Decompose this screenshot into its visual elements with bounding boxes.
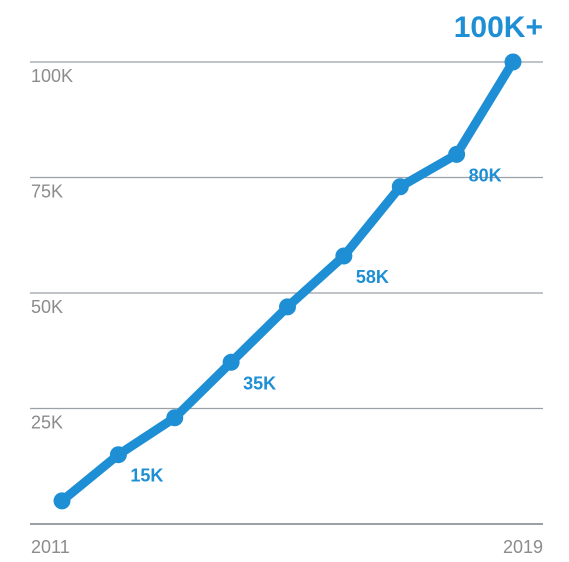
- x-tick-label: 2011: [31, 537, 70, 557]
- data-point: [279, 298, 296, 316]
- y-tick-label: 75K: [31, 182, 63, 202]
- y-tick-label: 25K: [31, 413, 63, 433]
- series-line: [57, 57, 518, 506]
- data-point: [53, 492, 71, 510]
- x-tick-label: 2019: [503, 537, 543, 557]
- data-point: [166, 409, 184, 427]
- data-label: 35K: [243, 373, 276, 393]
- data-label: 15K: [130, 466, 163, 486]
- data-point: [335, 247, 353, 265]
- data-point: [222, 353, 240, 371]
- y-tick-label: 50K: [31, 297, 63, 317]
- data-label: 80K: [469, 165, 502, 185]
- headline-value: 100K+: [454, 11, 543, 44]
- data-point: [448, 145, 466, 163]
- data-point: [504, 53, 522, 71]
- data-point: [109, 446, 127, 464]
- data-point: [391, 178, 409, 196]
- y-tick-label: 100K: [31, 66, 73, 86]
- data-label: 58K: [356, 267, 389, 287]
